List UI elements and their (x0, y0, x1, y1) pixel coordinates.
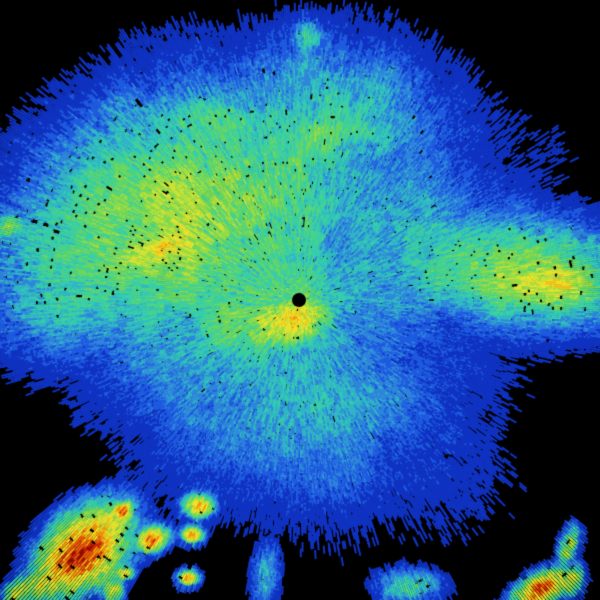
weather-radar-screen (0, 0, 600, 600)
radar-reflectivity-display (0, 0, 600, 600)
